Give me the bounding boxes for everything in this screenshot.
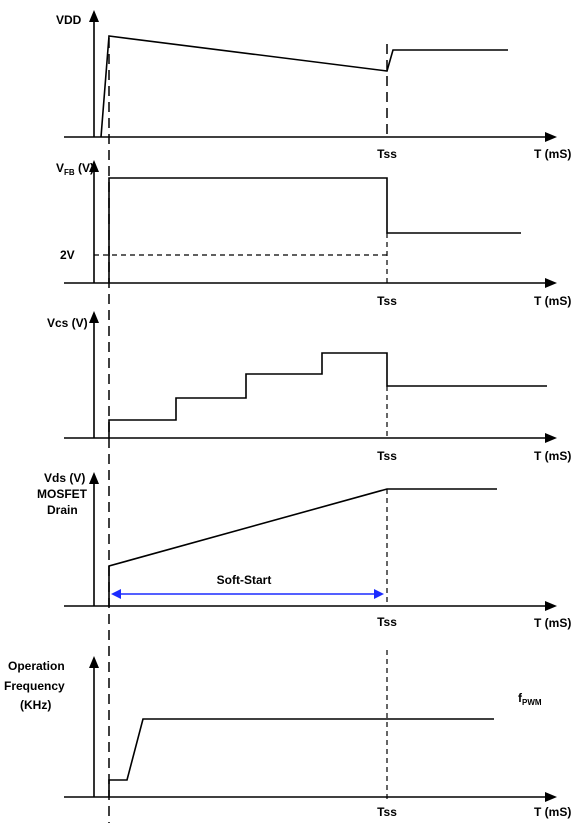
vds-panel: Vds (V) MOSFET Drain Soft-Start Tss T (m… [37, 471, 571, 630]
soft-start-label: Soft-Start [217, 573, 272, 587]
frequency-waveform [108, 718, 494, 797]
vfb-waveform [108, 177, 521, 283]
frequency-y-axis-arrow [89, 656, 99, 668]
vds-x-axis-arrow [545, 601, 557, 611]
vcs-panel: Vcs (V) Tss T (mS) [47, 311, 571, 463]
vfb-y-axis-arrow [89, 160, 99, 172]
vcs-tss-label: Tss [377, 449, 397, 463]
vfb-xlabel: T (mS) [534, 294, 571, 308]
frequency-ylabel-line3: (KHz) [20, 698, 51, 712]
vdd-tss-label: Tss [377, 147, 397, 161]
vcs-ylabel: Vcs (V) [47, 316, 88, 330]
vcs-y-axis-arrow [89, 311, 99, 323]
frequency-tss-label: Tss [377, 805, 397, 819]
soft-start-span-arrow [111, 589, 384, 599]
frequency-ylabel-line2: Frequency [4, 679, 65, 693]
frequency-panel: Operation Frequency (KHz) fPWM Tss T (mS… [4, 656, 571, 819]
vfb-2v-label: 2V [60, 248, 75, 262]
vfb-x-axis-arrow [545, 278, 557, 288]
soft-start-span-arrow-left [111, 589, 121, 599]
fpwm-label: fPWM [518, 691, 542, 707]
vds-ylabel-line1: Vds (V) [44, 471, 85, 485]
vds-ylabel-line2: MOSFET [37, 487, 88, 501]
soft-start-span-arrow-right [374, 589, 384, 599]
vcs-waveform [108, 352, 547, 438]
frequency-ylabel-line1: Operation [8, 659, 65, 673]
vds-tss-label: Tss [377, 615, 397, 629]
vdd-ylabel: VDD [56, 13, 82, 27]
frequency-xlabel: T (mS) [534, 805, 571, 819]
vdd-panel: VDD Tss T (mS) [56, 10, 571, 161]
vdd-y-axis-arrow [89, 10, 99, 22]
vdd-xlabel: T (mS) [534, 147, 571, 161]
vdd-x-axis-arrow [545, 132, 557, 142]
vfb-ylabel: VFB (V) [56, 161, 94, 177]
vdd-waveform [100, 35, 508, 138]
vcs-x-axis-arrow [545, 433, 557, 443]
frequency-x-axis-arrow [545, 792, 557, 802]
vds-xlabel: T (mS) [534, 616, 571, 630]
vfb-tss-label: Tss [377, 294, 397, 308]
vfb-panel: VFB (V) 2V Tss T (mS) [56, 160, 571, 308]
vcs-xlabel: T (mS) [534, 449, 571, 463]
vds-ylabel-line3: Drain [47, 503, 78, 517]
vds-waveform [108, 488, 497, 606]
vds-y-axis-arrow [89, 472, 99, 484]
